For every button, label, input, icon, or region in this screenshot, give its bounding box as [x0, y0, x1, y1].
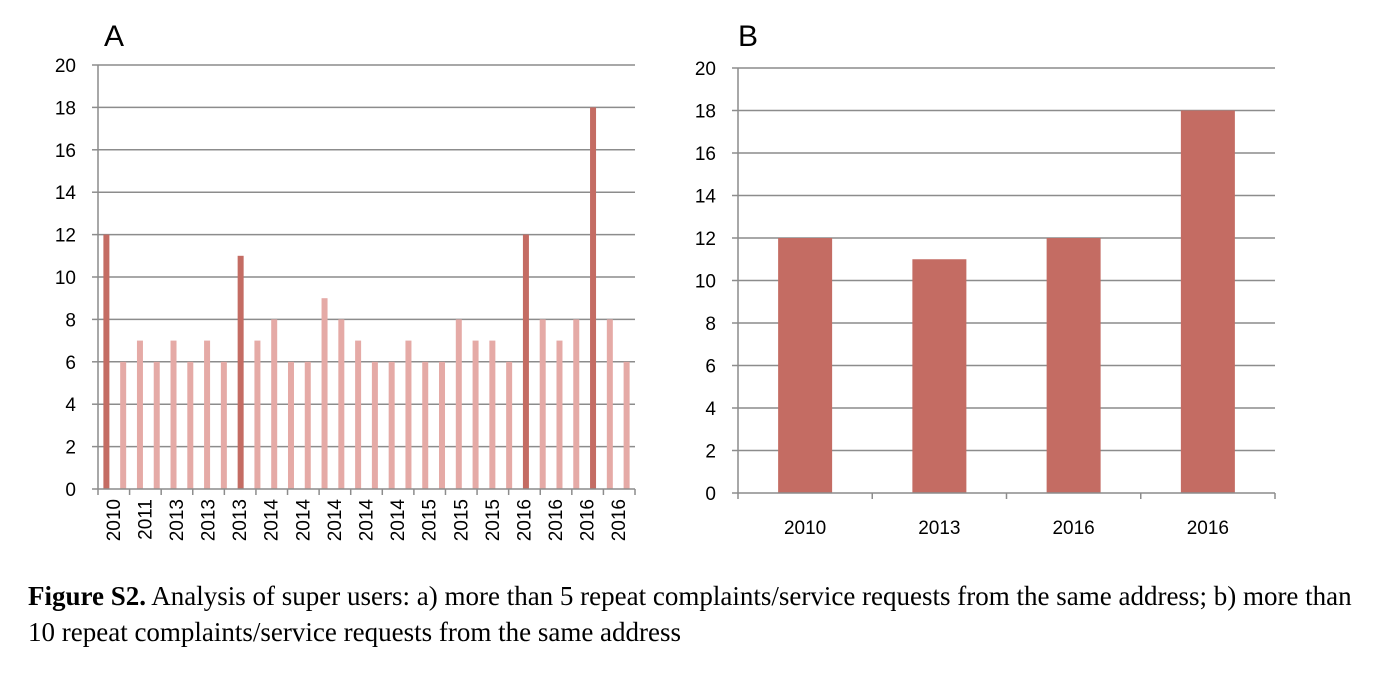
x-tick-label-b: 2016 — [1052, 518, 1094, 539]
bar-b — [1046, 238, 1101, 493]
y-tick-label-a: 2 — [65, 438, 76, 459]
x-tick-label-a: 2013 — [199, 499, 220, 541]
y-tick-label-b: 2 — [705, 442, 716, 463]
x-tick-label-a: 2015 — [451, 499, 472, 541]
bar-a — [271, 319, 278, 489]
y-tick-label-b: 20 — [695, 59, 716, 80]
y-tick-label-b: 6 — [705, 357, 716, 378]
bar-a — [355, 340, 362, 489]
y-tick-label-b: 10 — [695, 272, 716, 293]
bar-a — [506, 361, 513, 489]
bar-b — [1180, 110, 1235, 493]
bar-a — [136, 340, 143, 489]
bar-a — [153, 361, 160, 489]
y-tick-label-a: 18 — [55, 98, 76, 119]
bar-a — [237, 255, 244, 489]
y-tick-label-a: 10 — [55, 268, 76, 289]
panel-label-b: B — [738, 20, 758, 53]
bar-a — [489, 340, 496, 489]
x-tick-label-a: 2014 — [262, 499, 283, 542]
x-tick-label-b: 2010 — [784, 518, 826, 539]
bar-a — [455, 319, 462, 489]
caption-text: Analysis of super users: a) more than 5 … — [28, 581, 1352, 647]
y-tick-label-b: 12 — [695, 229, 716, 250]
bar-a — [170, 340, 177, 489]
x-tick-label-a: 2013 — [167, 499, 188, 541]
bar-a — [187, 361, 194, 489]
bar-a — [388, 361, 395, 489]
x-tick-label-a: 2013 — [230, 499, 251, 541]
x-tick-label-a: 2014 — [388, 499, 409, 542]
bar-a — [439, 361, 446, 489]
x-tick-label-a: 2016 — [609, 499, 630, 541]
bar-a — [254, 340, 261, 489]
panel-label-a: A — [104, 20, 124, 53]
figure-caption: Figure S2. Analysis of super users: a) m… — [28, 578, 1358, 650]
x-tick-label-a: 2011 — [135, 499, 156, 540]
bar-a — [204, 340, 211, 489]
y-tick-label-b: 14 — [695, 187, 717, 208]
bar-a — [573, 319, 580, 489]
chart-b: B 0 2 4 6 8 10 12 14 16 18 20 2010 2013 2016 2016 — [695, 20, 1276, 539]
bar-a — [522, 234, 529, 489]
y-tick-label-a: 14 — [55, 183, 77, 204]
bar-b — [778, 238, 833, 493]
x-tick-label-a: 2016 — [514, 499, 535, 541]
bar-a — [321, 298, 328, 489]
x-tick-label-a: 2015 — [483, 499, 504, 541]
x-tick-label-b: 2016 — [1187, 518, 1229, 539]
bar-a — [623, 361, 630, 489]
x-tick-label-a: 2014 — [325, 499, 346, 542]
bar-a — [606, 319, 613, 489]
bar-a — [405, 340, 412, 489]
y-tick-label-b: 18 — [695, 102, 716, 123]
y-tick-label-b: 0 — [705, 484, 716, 505]
bar-a — [422, 361, 429, 489]
bar-a — [590, 107, 597, 490]
bar-b — [912, 259, 967, 493]
caption-label: Figure S2. — [28, 581, 147, 611]
y-tick-label-a: 0 — [65, 480, 76, 501]
x-tick-label-a: 2015 — [420, 499, 441, 541]
bar-a — [556, 340, 563, 489]
y-tick-label-a: 6 — [65, 353, 76, 374]
y-tick-label-a: 12 — [55, 226, 76, 247]
y-tick-label-a: 20 — [55, 56, 76, 77]
y-tick-label-a: 4 — [65, 395, 76, 416]
bar-a — [304, 361, 311, 489]
x-tick-label-a: 2014 — [357, 499, 378, 542]
bar-a — [371, 361, 378, 489]
bar-a — [472, 340, 479, 489]
x-tick-label-a: 2014 — [293, 499, 314, 542]
x-tick-label-a: 2016 — [546, 499, 567, 541]
y-tick-label-a: 16 — [55, 141, 76, 162]
bar-a — [220, 361, 227, 489]
chart-a: A 0 2 4 6 8 10 12 14 16 18 20 2010 2011 2013 2013 2013 2… — [55, 20, 636, 542]
y-tick-label-a: 8 — [65, 310, 76, 331]
x-tick-label-a: 2016 — [578, 499, 599, 541]
y-tick-label-b: 4 — [705, 399, 716, 420]
x-tick-label-a: 2010 — [104, 499, 125, 541]
bar-a — [287, 361, 294, 489]
x-tick-label-b: 2013 — [918, 518, 960, 539]
bar-a — [539, 319, 546, 489]
y-tick-label-b: 8 — [705, 314, 716, 335]
bar-a — [103, 234, 110, 489]
bar-a — [338, 319, 345, 489]
y-tick-label-b: 16 — [695, 144, 716, 165]
bar-a — [120, 361, 127, 489]
